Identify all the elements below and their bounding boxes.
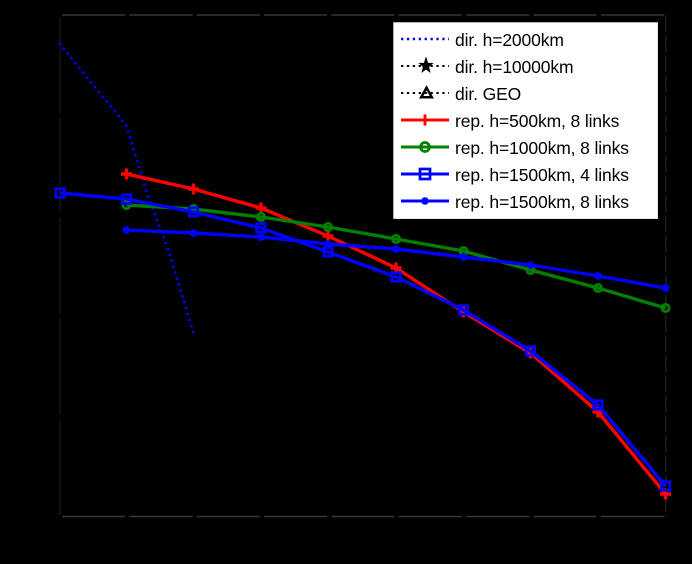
svg-text:rep. h=1000km, 8 links: rep. h=1000km, 8 links (455, 138, 629, 158)
svg-text:dir. GEO: dir. GEO (455, 84, 521, 104)
svg-text:rep. h=1500km, 4 links: rep. h=1500km, 4 links (455, 165, 629, 185)
svg-text:dir. h=10000km: dir. h=10000km (455, 57, 573, 77)
svg-text:rep. h=1500km, 8 links: rep. h=1500km, 8 links (455, 192, 629, 212)
svg-text:dir. h=2000km: dir. h=2000km (455, 30, 564, 50)
svg-text:rep. h=500km, 8 links: rep. h=500km, 8 links (455, 111, 620, 131)
